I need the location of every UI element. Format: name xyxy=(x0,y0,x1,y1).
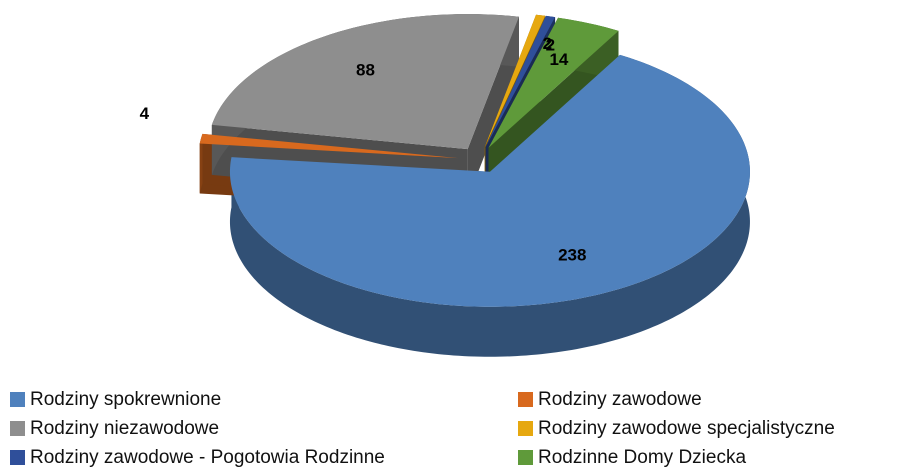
slice xyxy=(485,15,556,148)
legend-swatch xyxy=(10,392,25,407)
legend-label: Rodziny zawodowe specjalistyczne xyxy=(538,417,835,439)
slice-wall xyxy=(199,133,203,194)
slice xyxy=(229,54,750,307)
legend-swatch xyxy=(10,421,25,436)
legend-swatch xyxy=(10,450,25,465)
data-label: 14 xyxy=(549,50,568,69)
legend-item: Rodziny niezawodowe xyxy=(10,415,518,442)
slice xyxy=(199,133,459,159)
legend-item: Rodzinne Domy Dziecka xyxy=(518,444,910,471)
legend-item: Rodziny spokrewnione xyxy=(10,386,518,413)
legend-label: Rodzinne Domy Dziecka xyxy=(538,446,747,468)
data-label: 4 xyxy=(140,104,150,123)
legend-label: Rodziny zawodowe - Pogotowia Rodzinne xyxy=(30,446,385,468)
legend-swatch xyxy=(518,450,533,465)
legend-label: Rodziny niezawodowe xyxy=(30,417,220,439)
data-label: 2 xyxy=(546,35,555,54)
legend-label: Rodziny zawodowe xyxy=(538,388,702,410)
data-label: 88 xyxy=(356,60,375,79)
slice xyxy=(211,14,519,150)
legend-swatch xyxy=(518,421,533,436)
legend-label: Rodziny spokrewnione xyxy=(30,388,222,410)
legend-swatch xyxy=(518,392,533,407)
legend-item: Rodziny zawodowe - Pogotowia Rodzinne xyxy=(10,444,518,471)
slice xyxy=(484,14,546,148)
data-label: 2 xyxy=(543,34,552,53)
slice xyxy=(488,17,619,148)
legend: Rodziny spokrewnione Rodziny zawodowe Rodz… xyxy=(10,386,910,471)
data-label: 238 xyxy=(558,246,586,265)
legend-item: Rodziny zawodowe specjalistyczne xyxy=(518,415,910,442)
legend-item: Rodziny zawodowe xyxy=(518,386,910,413)
